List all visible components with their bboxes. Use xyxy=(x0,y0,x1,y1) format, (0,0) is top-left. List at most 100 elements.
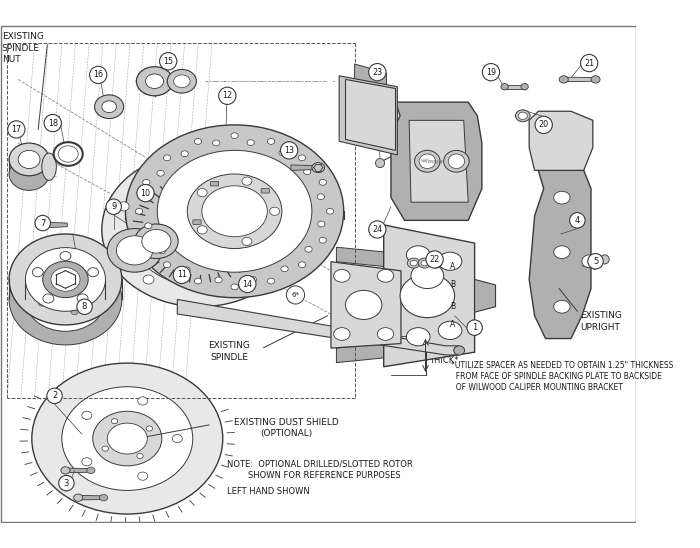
Text: EXISTING
UPRIGHT: EXISTING UPRIGHT xyxy=(580,311,622,332)
Text: 21: 21 xyxy=(584,59,594,67)
Circle shape xyxy=(77,299,92,315)
Ellipse shape xyxy=(107,423,147,454)
Ellipse shape xyxy=(400,274,454,318)
Circle shape xyxy=(44,115,62,132)
Circle shape xyxy=(467,320,482,335)
Ellipse shape xyxy=(249,277,257,282)
Text: 23: 23 xyxy=(372,67,382,77)
Ellipse shape xyxy=(518,112,527,119)
Text: FROM FACE OF SPINDLE BACKING PLATE TO BACKSIDE: FROM FACE OF SPINDLE BACKING PLATE TO BA… xyxy=(451,372,662,381)
Ellipse shape xyxy=(71,264,78,270)
Ellipse shape xyxy=(25,248,106,311)
Ellipse shape xyxy=(554,300,570,313)
Circle shape xyxy=(426,251,443,268)
Text: LEFT HAND SHOWN: LEFT HAND SHOWN xyxy=(228,487,310,496)
Circle shape xyxy=(218,87,236,105)
Text: 17: 17 xyxy=(11,125,22,134)
Circle shape xyxy=(580,54,598,72)
Text: 3: 3 xyxy=(64,478,69,488)
Ellipse shape xyxy=(377,328,393,340)
Circle shape xyxy=(136,185,154,202)
Ellipse shape xyxy=(410,260,417,266)
Ellipse shape xyxy=(74,494,83,501)
Circle shape xyxy=(8,121,25,138)
Circle shape xyxy=(482,64,500,81)
Ellipse shape xyxy=(326,208,334,214)
Ellipse shape xyxy=(215,277,222,283)
Ellipse shape xyxy=(334,270,350,282)
Ellipse shape xyxy=(94,95,124,118)
Ellipse shape xyxy=(414,150,440,172)
Ellipse shape xyxy=(163,262,171,267)
Ellipse shape xyxy=(197,189,207,197)
Polygon shape xyxy=(564,77,596,82)
Polygon shape xyxy=(505,85,524,89)
Polygon shape xyxy=(177,299,459,355)
Ellipse shape xyxy=(298,262,306,267)
Ellipse shape xyxy=(87,467,95,473)
Ellipse shape xyxy=(143,275,154,284)
Ellipse shape xyxy=(102,101,116,112)
Ellipse shape xyxy=(136,67,173,96)
Ellipse shape xyxy=(125,125,344,298)
Ellipse shape xyxy=(9,143,49,176)
Ellipse shape xyxy=(231,133,238,139)
Ellipse shape xyxy=(317,194,325,199)
Polygon shape xyxy=(339,76,398,155)
Ellipse shape xyxy=(346,290,382,319)
Ellipse shape xyxy=(199,161,210,170)
Ellipse shape xyxy=(274,208,284,218)
Ellipse shape xyxy=(118,202,129,211)
Ellipse shape xyxy=(554,246,570,259)
Text: 13: 13 xyxy=(284,146,294,155)
Ellipse shape xyxy=(32,363,223,514)
Ellipse shape xyxy=(42,153,57,180)
Ellipse shape xyxy=(58,146,78,162)
Ellipse shape xyxy=(172,435,182,443)
Ellipse shape xyxy=(171,207,229,252)
Ellipse shape xyxy=(51,267,80,292)
Circle shape xyxy=(47,388,62,403)
Polygon shape xyxy=(409,121,468,202)
Ellipse shape xyxy=(432,260,439,266)
Polygon shape xyxy=(529,170,591,339)
Text: wilwood: wilwood xyxy=(421,158,443,165)
Ellipse shape xyxy=(91,287,98,293)
Ellipse shape xyxy=(239,279,250,288)
Text: 5: 5 xyxy=(593,257,598,266)
Ellipse shape xyxy=(318,221,325,227)
Ellipse shape xyxy=(142,230,171,253)
Ellipse shape xyxy=(82,411,92,419)
Ellipse shape xyxy=(77,294,88,303)
Text: 11: 11 xyxy=(177,270,187,279)
Ellipse shape xyxy=(136,208,143,214)
Ellipse shape xyxy=(247,140,254,146)
Ellipse shape xyxy=(454,346,465,355)
Text: 12: 12 xyxy=(222,92,232,100)
Ellipse shape xyxy=(188,174,282,249)
Ellipse shape xyxy=(419,154,435,169)
Ellipse shape xyxy=(38,273,46,278)
Ellipse shape xyxy=(582,255,596,267)
Ellipse shape xyxy=(143,237,150,243)
Ellipse shape xyxy=(157,170,164,176)
Ellipse shape xyxy=(377,270,393,282)
Polygon shape xyxy=(337,342,391,363)
Ellipse shape xyxy=(38,300,46,306)
Text: A: A xyxy=(450,262,456,271)
Ellipse shape xyxy=(444,150,469,172)
Text: 14: 14 xyxy=(242,279,252,288)
Circle shape xyxy=(570,213,585,228)
Text: 20: 20 xyxy=(539,121,549,129)
Text: 19: 19 xyxy=(486,67,496,77)
Ellipse shape xyxy=(334,328,350,340)
Ellipse shape xyxy=(102,152,298,307)
Text: OF WILWOOD CALIPER MOUNTING BRACKET: OF WILWOOD CALIPER MOUNTING BRACKET xyxy=(451,383,623,392)
Text: 16: 16 xyxy=(93,70,103,79)
Text: 18: 18 xyxy=(48,118,57,128)
Ellipse shape xyxy=(304,169,311,175)
Circle shape xyxy=(375,158,384,168)
Text: 2: 2 xyxy=(52,391,57,401)
Circle shape xyxy=(535,116,552,134)
Ellipse shape xyxy=(213,140,220,146)
